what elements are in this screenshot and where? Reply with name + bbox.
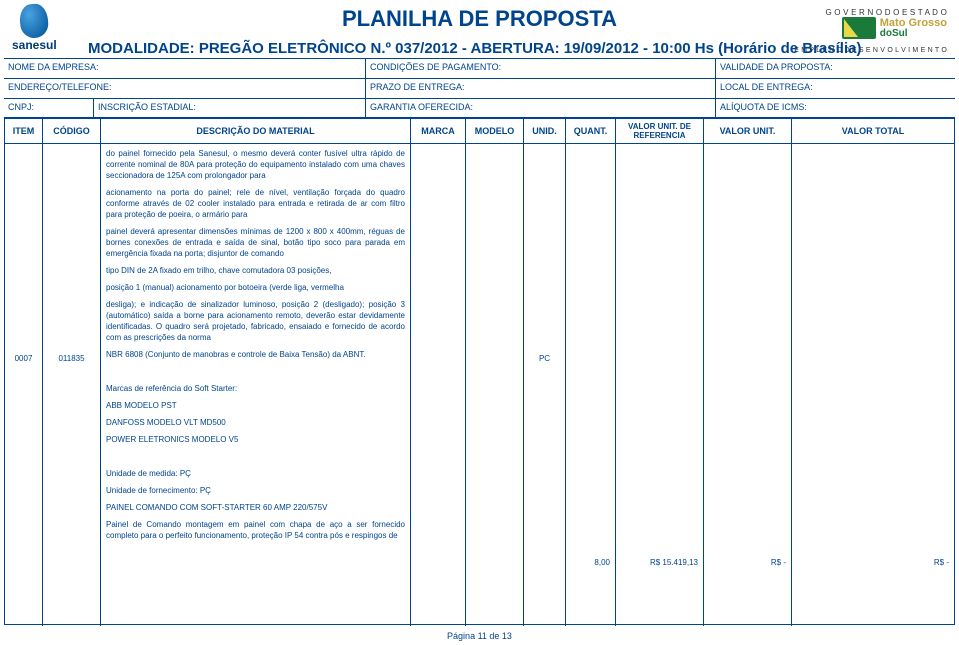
col-modelo: MODELO bbox=[466, 119, 524, 143]
desc-paragraph: POWER ELETRONICS MODELO V5 bbox=[106, 434, 405, 445]
label-condicoes-pagamento: CONDIÇÕES DE PAGAMENTO: bbox=[366, 59, 716, 78]
label-local-entrega: LOCAL DE ENTREGA: bbox=[716, 79, 955, 98]
ms-logo-lockup: Mato Grosso doSul bbox=[787, 17, 947, 39]
desc-paragraph: painel deverá apresentar dimensões mínim… bbox=[106, 226, 405, 259]
header-row-3: CNPJ: INSCRIÇÃO ESTADIAL: GARANTIA OFERE… bbox=[4, 99, 955, 119]
header-row-1: NOME DA EMPRESA: CONDIÇÕES DE PAGAMENTO:… bbox=[4, 59, 955, 79]
desc-paragraph: posição 1 (manual) acionamento por botoe… bbox=[106, 282, 405, 293]
logo-sanesul-text: sanesul bbox=[12, 38, 57, 52]
col-descricao: DESCRIÇÃO DO MATERIAL bbox=[101, 119, 411, 143]
value-codigo: 011835 bbox=[48, 148, 95, 622]
table-header: ITEM CÓDIGO DESCRIÇÃO DO MATERIAL MARCA … bbox=[5, 118, 954, 144]
label-validade-proposta: VALIDADE DA PROPOSTA: bbox=[716, 59, 955, 78]
desc-paragraph: desliga); e indicação de sinalizador lum… bbox=[106, 299, 405, 343]
col-quant: QUANT. bbox=[566, 119, 616, 143]
col-valor-total: VALOR TOTAL bbox=[792, 119, 954, 143]
label-aliquota-icms: ALÍQUOTA DE ICMS: bbox=[716, 99, 955, 119]
desc-paragraph bbox=[106, 451, 405, 462]
cell-quant: 8,00 bbox=[566, 144, 616, 626]
desc-paragraph: acionamento na porta do painel; rele de … bbox=[106, 187, 405, 220]
desc-paragraph: DANFOSS MODELO VLT MD500 bbox=[106, 417, 405, 428]
value-unid: PC bbox=[529, 148, 560, 622]
cell-codigo: 011835 bbox=[43, 144, 101, 626]
col-valor-unit: VALOR UNIT. bbox=[704, 119, 792, 143]
desc-paragraph bbox=[106, 366, 405, 377]
cell-valor-total: R$ - bbox=[792, 144, 954, 626]
desc-paragraph: do painel fornecido pela Sanesul, o mesm… bbox=[106, 148, 405, 181]
modalidade-line: MODALIDADE: PREGÃO ELETRÔNICO N.º 037/20… bbox=[88, 40, 861, 57]
cell-modelo bbox=[466, 144, 524, 626]
label-nome-empresa: NOME DA EMPRESA: bbox=[4, 59, 366, 78]
page-footer: Página 11 de 13 bbox=[0, 631, 959, 641]
header-info-grid: NOME DA EMPRESA: CONDIÇÕES DE PAGAMENTO:… bbox=[4, 58, 955, 118]
desc-paragraph: NBR 6808 (Conjunto de manobras e control… bbox=[106, 349, 405, 360]
value-valor-total: R$ - bbox=[797, 148, 949, 622]
col-valor-ref: VALOR UNIT. DE REFERENCIA bbox=[616, 119, 704, 143]
col-item: ITEM bbox=[5, 119, 43, 143]
cell-unid: PC bbox=[524, 144, 566, 626]
value-valor-unit: R$ - bbox=[709, 148, 786, 622]
cell-marca bbox=[411, 144, 466, 626]
table-row: 0007 011835 do painel fornecido pela San… bbox=[5, 144, 954, 626]
col-unid: UNID. bbox=[524, 119, 566, 143]
ms-text: Mato Grosso doSul bbox=[880, 18, 947, 39]
desc-paragraph: Painel de Comando montagem em painel com… bbox=[106, 519, 405, 541]
header-row-2: ENDEREÇO/TELEFONE: PRAZO DE ENTREGA: LOC… bbox=[4, 79, 955, 99]
label-inscricao-estadial: INSCRIÇÃO ESTADIAL: bbox=[94, 99, 366, 119]
desc-paragraph: ABB MODELO PST bbox=[106, 400, 405, 411]
desc-paragraph: Marcas de referência do Soft Starter: bbox=[106, 383, 405, 394]
ms-line2: doSul bbox=[880, 28, 947, 39]
label-cnpj: CNPJ: bbox=[4, 99, 94, 119]
page: sanesul PLANILHA DE PROPOSTA G O V E R N… bbox=[0, 0, 959, 645]
label-prazo-entrega: PRAZO DE ENTREGA: bbox=[366, 79, 716, 98]
desc-paragraph: PAINEL COMANDO COM SOFT-STARTER 60 AMP 2… bbox=[106, 502, 405, 513]
col-marca: MARCA bbox=[411, 119, 466, 143]
gov-label: G O V E R N O D O E S T A D O bbox=[787, 8, 947, 17]
value-valor-ref: R$ 15.419,13 bbox=[621, 148, 698, 622]
ms-line1: Mato Grosso bbox=[880, 18, 947, 28]
cell-descricao: do painel fornecido pela Sanesul, o mesm… bbox=[101, 144, 411, 626]
desc-paragraph: Unidade de medida: PÇ bbox=[106, 468, 405, 479]
desc-paragraph: Unidade de fornecimento: PÇ bbox=[106, 485, 405, 496]
col-codigo: CÓDIGO bbox=[43, 119, 101, 143]
flag-icon bbox=[842, 17, 876, 39]
value-quant: 8,00 bbox=[571, 148, 610, 622]
label-garantia: GARANTIA OFERECIDA: bbox=[366, 99, 716, 119]
proposal-table: ITEM CÓDIGO DESCRIÇÃO DO MATERIAL MARCA … bbox=[4, 118, 955, 625]
cell-valor-unit: R$ - bbox=[704, 144, 792, 626]
value-item: 0007 bbox=[10, 148, 37, 622]
cell-valor-ref: R$ 15.419,13 bbox=[616, 144, 704, 626]
desc-paragraph: tipo DIN de 2A fixado em trilho, chave c… bbox=[106, 265, 405, 276]
cell-item: 0007 bbox=[5, 144, 43, 626]
label-endereco: ENDEREÇO/TELEFONE: bbox=[4, 79, 366, 98]
